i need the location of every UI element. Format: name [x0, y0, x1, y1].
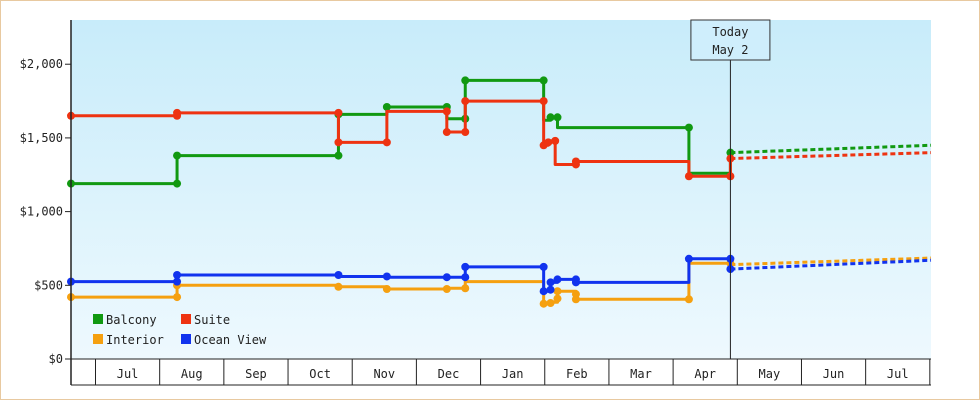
- month-label: Jun: [823, 367, 845, 381]
- data-point-interior-1[interactable]: [173, 293, 182, 302]
- data-point-interior-5[interactable]: [442, 284, 451, 293]
- data-point-ocean-view-15[interactable]: [684, 254, 693, 263]
- data-point-balcony-11[interactable]: [553, 113, 562, 122]
- data-point-ocean-view-2[interactable]: [173, 270, 182, 279]
- data-point-suite-4[interactable]: [334, 138, 343, 147]
- data-point-interior-8[interactable]: [546, 298, 555, 307]
- month-label: Aug: [181, 367, 203, 381]
- data-point-suite-12[interactable]: [544, 138, 553, 147]
- legend-label-suite: Suite: [194, 313, 230, 327]
- data-point-suite-10[interactable]: [539, 97, 548, 106]
- legend-swatch-balcony: [93, 314, 103, 324]
- month-label: Jul: [117, 367, 139, 381]
- y-tick-label: $500: [34, 278, 63, 292]
- y-tick-label: $2,000: [20, 57, 63, 71]
- data-point-balcony-1[interactable]: [173, 179, 182, 188]
- data-point-balcony-5[interactable]: [382, 102, 391, 111]
- data-point-suite-9[interactable]: [461, 97, 470, 106]
- data-point-ocean-view-5[interactable]: [442, 273, 451, 282]
- month-label: Dec: [438, 367, 460, 381]
- data-point-ocean-view-14[interactable]: [571, 278, 580, 287]
- today-label-line2: May 2: [712, 43, 748, 57]
- data-point-ocean-view-10[interactable]: [546, 285, 555, 294]
- month-label: Oct: [309, 367, 331, 381]
- data-point-ocean-view-1[interactable]: [173, 277, 182, 286]
- data-point-interior-3[interactable]: [334, 282, 343, 291]
- forecast-line-interior: [730, 256, 932, 267]
- forecast-line-balcony: [730, 143, 932, 155]
- data-point-suite-2[interactable]: [173, 108, 182, 117]
- legend-label-interior: Interior: [106, 333, 164, 347]
- data-point-balcony-10[interactable]: [546, 113, 555, 122]
- today-label-line1: Today: [712, 25, 748, 39]
- data-point-interior-4[interactable]: [382, 284, 391, 293]
- data-point-suite-16[interactable]: [684, 172, 693, 181]
- data-point-interior-7[interactable]: [539, 299, 548, 308]
- data-point-ocean-view-12[interactable]: [553, 275, 562, 284]
- data-point-ocean-view-3[interactable]: [334, 270, 343, 279]
- data-point-ocean-view-11[interactable]: [546, 278, 555, 287]
- month-label: Jan: [502, 367, 524, 381]
- y-tick-label: $1,500: [20, 131, 63, 145]
- data-point-ocean-view-6[interactable]: [461, 273, 470, 282]
- plot-background: [71, 20, 931, 359]
- data-point-balcony-2[interactable]: [173, 151, 182, 160]
- legend-label-balcony: Balcony: [106, 313, 157, 327]
- month-label: Jul: [887, 367, 909, 381]
- data-point-interior-6[interactable]: [461, 284, 470, 293]
- data-point-interior-10[interactable]: [553, 287, 562, 296]
- data-point-suite-15[interactable]: [571, 157, 580, 166]
- data-point-ocean-view-9[interactable]: [539, 287, 548, 296]
- legend-swatch-interior: [93, 334, 103, 344]
- month-label: Feb: [566, 367, 588, 381]
- y-tick-label: $1,000: [20, 205, 63, 219]
- legend-label-ocean-view: Ocean View: [194, 333, 267, 347]
- data-point-ocean-view-4[interactable]: [382, 272, 391, 281]
- data-point-interior-13[interactable]: [684, 295, 693, 304]
- data-point-interior-12[interactable]: [571, 295, 580, 304]
- data-point-ocean-view-8[interactable]: [539, 262, 548, 271]
- month-label: Sep: [245, 367, 267, 381]
- month-label: May: [759, 367, 781, 381]
- data-point-suite-7[interactable]: [442, 128, 451, 137]
- data-point-ocean-view-7[interactable]: [461, 262, 470, 271]
- legend-swatch-ocean-view: [181, 334, 191, 344]
- data-point-suite-6[interactable]: [442, 107, 451, 116]
- data-point-suite-3[interactable]: [334, 108, 343, 117]
- today-label-box: [690, 19, 771, 61]
- data-point-suite-5[interactable]: [382, 138, 391, 147]
- forecast-line-suite: [730, 151, 932, 161]
- data-point-suite-8[interactable]: [461, 128, 470, 137]
- month-label: Mar: [630, 367, 652, 381]
- legend-swatch-suite: [181, 314, 191, 324]
- y-tick-label: $0: [49, 352, 63, 366]
- data-point-balcony-3[interactable]: [334, 151, 343, 160]
- month-label: Apr: [694, 367, 716, 381]
- data-point-balcony-8[interactable]: [461, 76, 470, 85]
- data-point-balcony-12[interactable]: [684, 123, 693, 132]
- data-point-suite-13[interactable]: [551, 136, 560, 145]
- forecast-line-ocean-view: [730, 258, 932, 271]
- data-point-balcony-9[interactable]: [539, 76, 548, 85]
- data-point-interior-9[interactable]: [553, 294, 562, 303]
- month-label: Nov: [373, 367, 395, 381]
